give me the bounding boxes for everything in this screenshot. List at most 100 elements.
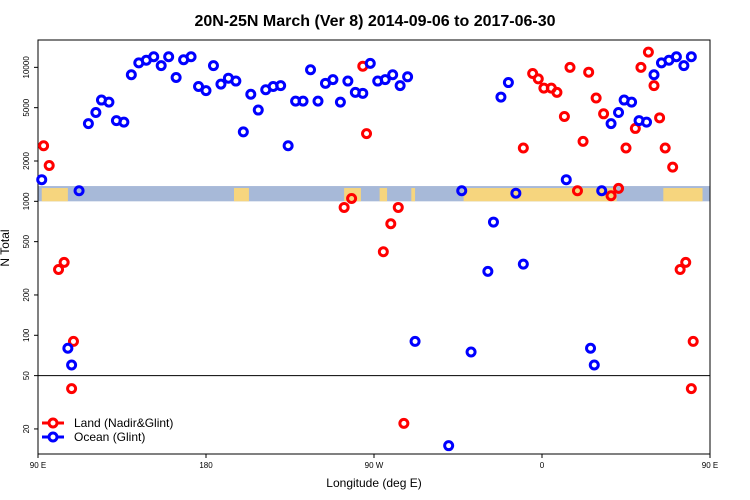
- ocean-point: [230, 75, 242, 87]
- land-point: [635, 61, 647, 73]
- ocean-point: [245, 88, 257, 100]
- ocean-point: [90, 107, 102, 119]
- ocean-point: [670, 51, 682, 63]
- land-point: [613, 182, 625, 194]
- land-point: [346, 192, 358, 204]
- land-point: [66, 383, 78, 395]
- ocean-point: [402, 71, 414, 83]
- land-point: [564, 61, 576, 73]
- y-tick-label: 5000: [22, 98, 31, 116]
- y-tick-label: 10000: [22, 56, 31, 79]
- land-point: [667, 161, 679, 173]
- ocean-point: [482, 265, 494, 277]
- ocean-point: [312, 95, 324, 107]
- land-point: [338, 201, 350, 213]
- ocean-point: [125, 69, 137, 81]
- x-axis: 90 E 180 90 W 0 90 E: [30, 454, 718, 470]
- land-point: [598, 108, 610, 120]
- land-point: [558, 110, 570, 122]
- data-points: [36, 46, 699, 452]
- y-axis-label: N Total: [0, 229, 12, 266]
- ocean-point: [215, 78, 227, 90]
- plot-frame: [37, 39, 711, 455]
- ocean-point: [487, 216, 499, 228]
- ocean-point: [443, 440, 455, 452]
- land-segment: [379, 188, 388, 202]
- ocean-point: [456, 185, 468, 197]
- land-point: [590, 92, 602, 104]
- ocean-point: [626, 96, 638, 108]
- ocean-point: [148, 51, 160, 63]
- land-point: [43, 160, 55, 172]
- ocean-point: [282, 140, 294, 152]
- ocean-point: [502, 77, 514, 89]
- ocean-point: [517, 258, 529, 270]
- y-axis: 20 50 100 200 500 1000 2000 5000 10000: [22, 56, 38, 433]
- land-point: [680, 256, 692, 268]
- ocean-point: [588, 359, 600, 371]
- y-tick-label: 1000: [22, 192, 31, 210]
- x-tick-label: 180: [199, 461, 213, 470]
- ocean-point: [641, 116, 653, 128]
- ocean-point: [62, 342, 74, 354]
- ocean-point: [364, 57, 376, 69]
- y-tick-label: 500: [22, 234, 31, 248]
- ocean-point: [357, 87, 369, 99]
- land-point: [583, 66, 595, 78]
- ocean-point: [394, 80, 406, 92]
- land-point: [648, 80, 660, 92]
- land-point: [642, 46, 654, 58]
- land-point: [58, 256, 70, 268]
- ocean-point: [334, 96, 346, 108]
- ocean-point: [613, 107, 625, 119]
- land-segment: [663, 188, 703, 202]
- ocean-point: [342, 75, 354, 87]
- legend-land-label: Land (Nadir&Glint): [74, 416, 173, 430]
- land-point: [398, 417, 410, 429]
- land-point: [53, 263, 65, 275]
- y-tick-label: 100: [22, 328, 31, 342]
- ocean-point: [207, 60, 219, 72]
- land-point: [551, 86, 563, 98]
- land-point: [674, 263, 686, 275]
- ocean-point: [66, 359, 78, 371]
- ocean-point: [409, 335, 421, 347]
- ocean-point: [73, 185, 85, 197]
- ocean-point: [379, 74, 391, 86]
- legend-land-marker: [47, 417, 59, 429]
- x-tick-label: 0: [540, 461, 545, 470]
- y-tick-label: 20: [22, 424, 31, 433]
- land-point: [605, 190, 617, 202]
- legend-ocean-label: Ocean (Glint): [74, 430, 145, 444]
- land-point: [577, 135, 589, 147]
- land-segment: [411, 188, 416, 202]
- ocean-point: [465, 346, 477, 358]
- ocean-point: [648, 69, 660, 81]
- ocean-point: [596, 185, 608, 197]
- ocean-point: [560, 174, 572, 186]
- land-point: [517, 142, 529, 154]
- land-point: [571, 185, 583, 197]
- ocean-point: [387, 69, 399, 81]
- ocean-point: [155, 60, 167, 72]
- legend: Land (Nadir&Glint) Ocean (Glint): [42, 416, 173, 444]
- ocean-point: [200, 85, 212, 97]
- land-point: [685, 383, 697, 395]
- ocean-point: [305, 64, 317, 76]
- land-point: [527, 67, 539, 79]
- ocean-point: [678, 60, 690, 72]
- land-point: [532, 73, 544, 85]
- land-point: [385, 218, 397, 230]
- land-segment: [463, 188, 542, 202]
- land-point: [38, 140, 50, 152]
- y-tick-label: 2000: [22, 152, 31, 170]
- ocean-point: [82, 118, 94, 130]
- land-point: [654, 112, 666, 124]
- x-tick-label: 90 E: [30, 461, 46, 470]
- land-point: [392, 201, 404, 213]
- x-tick-label: 90 W: [365, 461, 384, 470]
- ocean-point: [605, 118, 617, 130]
- ocean-point: [237, 126, 249, 138]
- ocean-point: [327, 74, 339, 86]
